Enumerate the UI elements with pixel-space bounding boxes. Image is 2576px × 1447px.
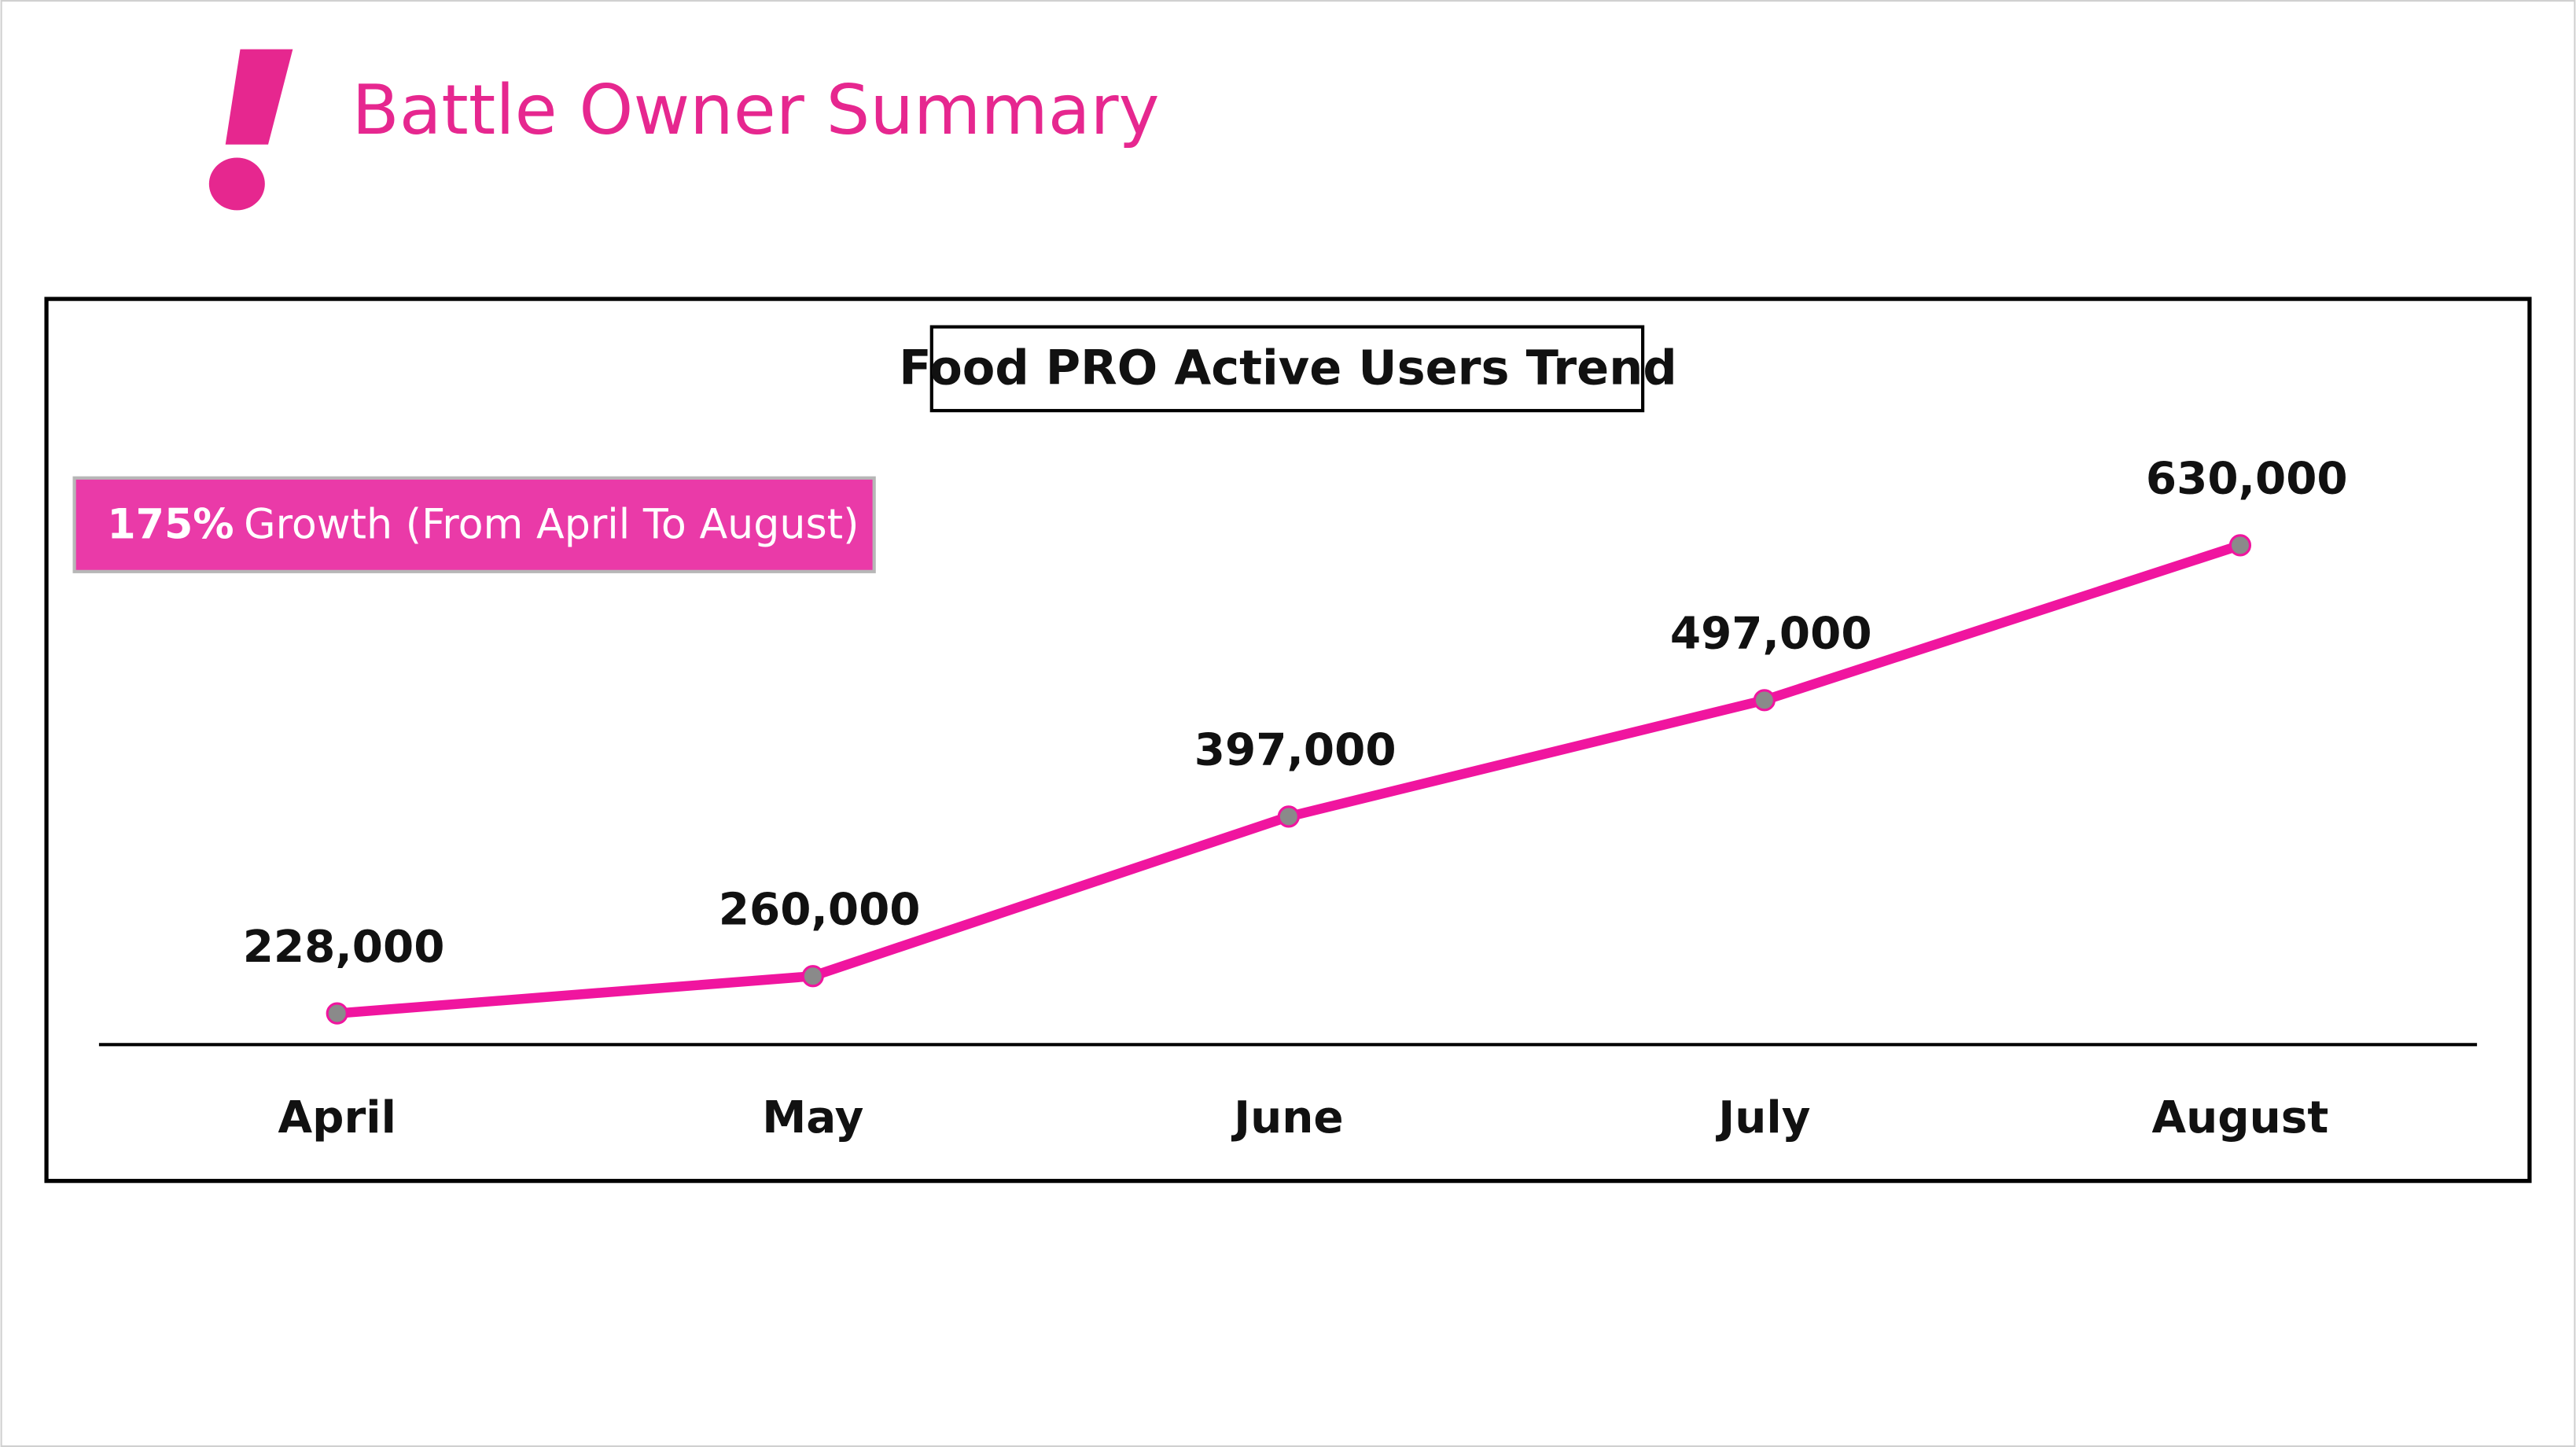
annotation-text: Growth (From April To August) [244, 501, 859, 548]
data-label: 630,000 [2146, 454, 2348, 505]
logo-bar [225, 49, 293, 145]
logo-dot [208, 157, 265, 211]
data-label: 228,000 [243, 922, 445, 973]
data-label: 397,000 [1194, 725, 1397, 776]
x-tick-label: August [2152, 1092, 2329, 1143]
annotation-box [72, 476, 876, 573]
marker [1277, 805, 1300, 828]
x-tick-label: July [1715, 1092, 1810, 1143]
marker [2228, 534, 2252, 557]
data-label: 260,000 [719, 884, 921, 935]
x-tick-label: June [1231, 1092, 1343, 1143]
chart-frame [44, 296, 2532, 1184]
x-tick-label: April [278, 1092, 396, 1143]
chart-title: Food PRO Active Users Trend [899, 341, 1676, 396]
x-tick-label: May [762, 1092, 863, 1143]
chart-title-box [929, 325, 1645, 413]
annotation: 175% Growth (From April To August) [107, 501, 859, 548]
header-title: Battle Owner Summary [352, 70, 1160, 150]
marker [801, 965, 824, 988]
marker [326, 1002, 348, 1025]
annotation-highlight: 175% [107, 501, 234, 548]
marker [1753, 689, 1776, 712]
data-label: 497,000 [1670, 608, 1872, 659]
